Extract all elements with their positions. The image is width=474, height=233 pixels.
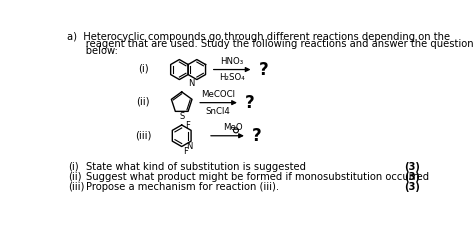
- Text: ?: ?: [259, 61, 269, 79]
- Text: reagent that are used. Study the following reactions and answer the questions: reagent that are used. Study the followi…: [67, 39, 474, 49]
- Text: −: −: [233, 127, 239, 133]
- Text: (3): (3): [404, 171, 420, 182]
- Text: HNO₃: HNO₃: [220, 57, 243, 66]
- Text: (3): (3): [404, 182, 420, 192]
- Text: (i): (i): [69, 161, 79, 171]
- Text: N: N: [188, 79, 194, 88]
- Text: (ii): (ii): [136, 96, 150, 106]
- Text: S: S: [179, 112, 184, 121]
- Text: (iii): (iii): [135, 131, 151, 141]
- Text: ?: ?: [252, 127, 262, 145]
- Text: (i): (i): [137, 64, 148, 74]
- Text: Propose a mechanism for reaction (iii).: Propose a mechanism for reaction (iii).: [86, 182, 280, 192]
- Text: N: N: [186, 142, 193, 151]
- Text: a)  Heterocyclic compounds go through different reactions depending on the: a) Heterocyclic compounds go through dif…: [67, 32, 450, 42]
- Text: (ii): (ii): [69, 171, 82, 182]
- Text: below:: below:: [67, 46, 118, 56]
- Text: (iii): (iii): [69, 182, 85, 192]
- Text: (3): (3): [404, 161, 420, 171]
- Text: Suggest what product might be formed if monosubstitution occurred: Suggest what product might be formed if …: [86, 171, 429, 182]
- Text: ?: ?: [245, 94, 255, 112]
- Text: State what kind of substitution is suggested: State what kind of substitution is sugge…: [86, 161, 306, 171]
- Text: H₂SO₄: H₂SO₄: [219, 73, 245, 82]
- Text: MeO: MeO: [224, 123, 243, 132]
- Text: SnCl4: SnCl4: [206, 106, 230, 116]
- Text: F: F: [185, 121, 190, 130]
- Text: F: F: [183, 147, 188, 156]
- Text: MeCOCl: MeCOCl: [201, 90, 235, 99]
